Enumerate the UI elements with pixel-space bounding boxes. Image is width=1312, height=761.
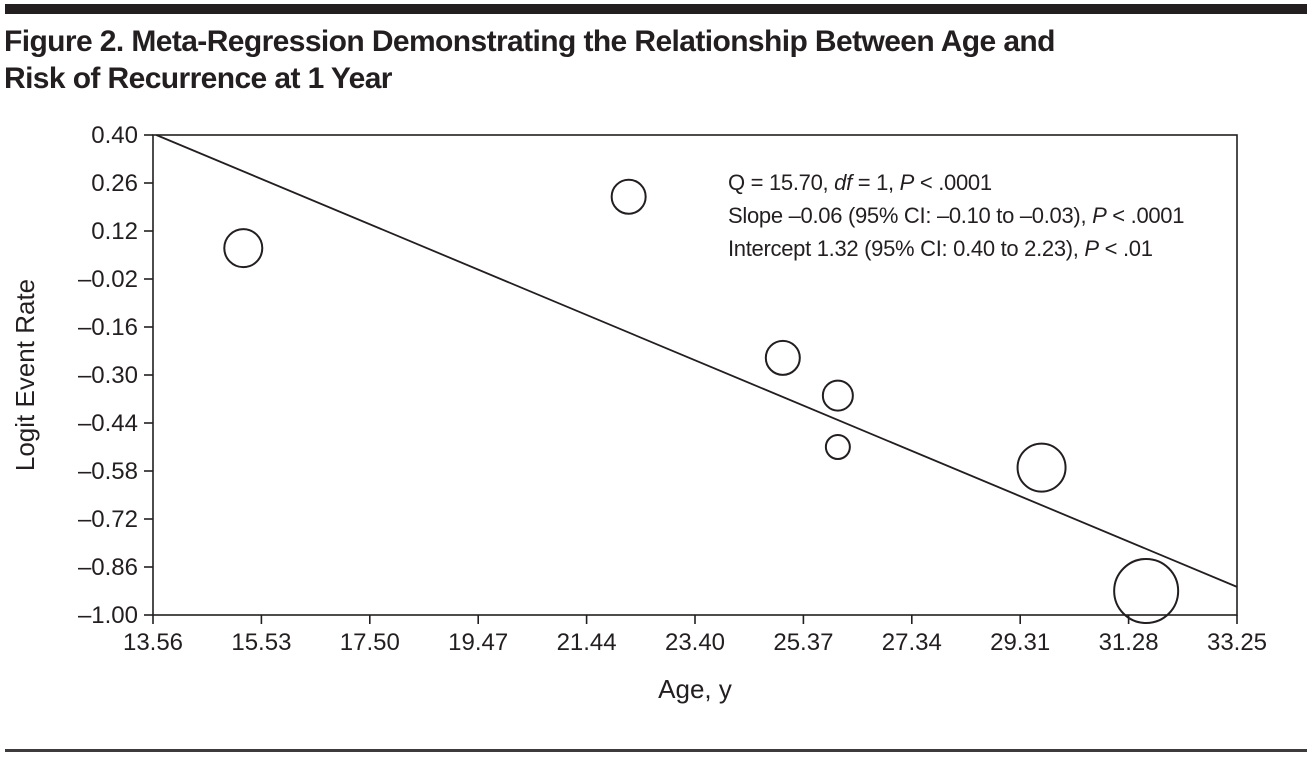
x-tick-label: 19.47 <box>448 629 508 656</box>
x-axis-title: Age, y <box>658 674 732 704</box>
y-tick-label: –1.00 <box>78 602 138 629</box>
x-tick-label: 17.50 <box>340 629 400 656</box>
x-tick-label: 13.56 <box>123 629 183 656</box>
y-tick-label: –0.02 <box>78 266 138 293</box>
figure-title-line-1: Figure 2. Meta-Regression Demonstrating … <box>4 25 1055 58</box>
figure-title: Figure 2. Meta-Regression Demonstrating … <box>4 23 1304 97</box>
top-rule <box>5 4 1307 14</box>
y-tick-label: –0.86 <box>78 554 138 581</box>
y-tick-label: –0.72 <box>78 506 138 533</box>
regression-line <box>155 134 1238 588</box>
study-bubble <box>764 339 801 376</box>
chart-layer: 13.56 15.53 17.50 19.47 21.44 23.40 25.37 27.34… <box>78 122 1267 656</box>
figure-title-line-2: Risk of Recurrence at 1 Year <box>4 62 392 95</box>
annotation-line-2: Slope –0.06 (95% CI: –0.10 to –0.03), P … <box>728 203 1184 228</box>
x-tick-label: 15.53 <box>231 629 291 656</box>
study-bubble <box>1016 442 1067 493</box>
study-bubble <box>1113 558 1180 624</box>
y-tick-label: –0.16 <box>78 314 138 341</box>
x-tick-label: 33.25 <box>1207 629 1267 656</box>
y-tick-label: –0.58 <box>78 458 138 485</box>
study-bubble <box>223 228 264 269</box>
annotation-line-3: Intercept 1.32 (95% CI: 0.40 to 2.23), P… <box>728 236 1153 261</box>
study-bubble <box>610 178 647 215</box>
x-tick-label: 25.37 <box>773 629 833 656</box>
study-bubble <box>821 379 854 412</box>
x-tick-label: 23.40 <box>665 629 725 656</box>
y-tick-label: –0.44 <box>78 410 138 437</box>
bottom-rule <box>5 749 1307 752</box>
y-tick-label: 0.12 <box>91 218 138 245</box>
y-axis-title: Logit Event Rate <box>10 279 40 471</box>
x-tick-label: 21.44 <box>557 629 617 656</box>
y-tick-label: 0.26 <box>91 170 138 197</box>
y-tick-label: 0.40 <box>91 122 138 149</box>
study-bubble <box>824 434 851 460</box>
x-tick-label: 31.28 <box>1099 629 1159 656</box>
annotation-line-1: Q = 15.70, df = 1, P < .0001 <box>728 170 992 195</box>
y-tick-label: –0.30 <box>78 362 138 389</box>
x-tick-label: 27.34 <box>882 629 942 656</box>
x-tick-label: 29.31 <box>990 629 1050 656</box>
